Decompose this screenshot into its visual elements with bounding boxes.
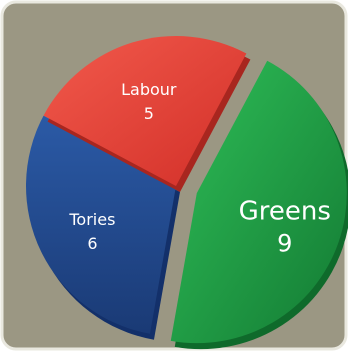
pie-label-greens-name: Greens <box>239 196 331 226</box>
pie-label-tories-value: 6 <box>87 234 97 253</box>
pie-label-labour-value: 5 <box>144 104 154 123</box>
pie-slices <box>26 36 348 350</box>
pie-slice-labour <box>43 36 247 187</box>
pie-label-greens-value: 9 <box>277 229 292 257</box>
pie-labels: Greens 9 Tories 6 Labour 5 <box>68 80 330 257</box>
pie-slice-tories <box>26 115 177 334</box>
pie-slice-greens <box>170 60 347 344</box>
pie-label-tories-name: Tories <box>68 210 115 229</box>
pie-label-labour-name: Labour <box>121 80 177 99</box>
